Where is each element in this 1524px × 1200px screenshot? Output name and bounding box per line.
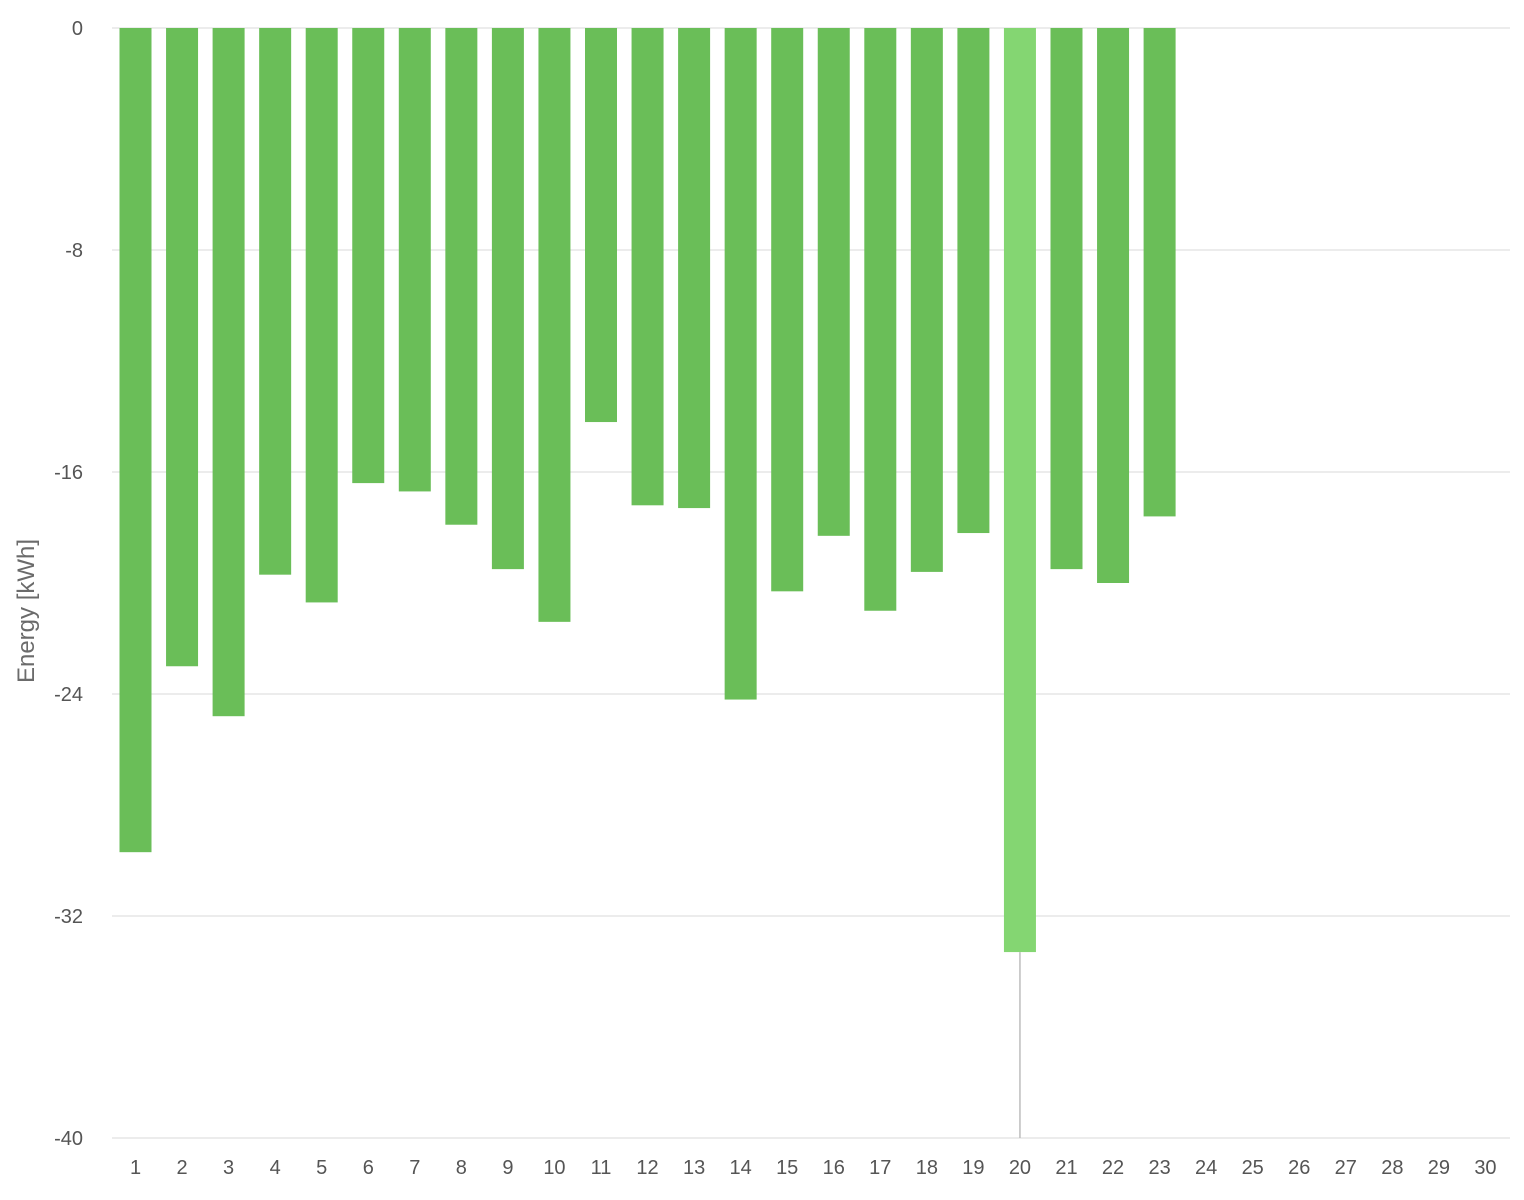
x-axis-ticks: 1 2 3 4 5 6 7 8 9 10 11 12 13 14 15 16 17 18 19 20 21 22 23 24 2…: [130, 1157, 1497, 1179]
x-tick-label: 6: [363, 1157, 374, 1179]
x-tick-label: 26: [1288, 1157, 1310, 1179]
bar-20[interactable]: [1003, 28, 1036, 953]
x-tick-label: 22: [1102, 1157, 1124, 1179]
bar-13[interactable]: [678, 28, 711, 509]
x-tick-label: 1: [130, 1157, 141, 1179]
bar-7[interactable]: [398, 28, 431, 492]
x-tick-label: 30: [1474, 1157, 1496, 1179]
y-tick-label: -24: [54, 684, 83, 706]
x-tick-label: 8: [456, 1157, 467, 1179]
bar-8[interactable]: [445, 28, 478, 525]
x-tick-label: 10: [543, 1157, 565, 1179]
x-tick-label: 12: [636, 1157, 658, 1179]
x-tick-label: 3: [223, 1157, 234, 1179]
bar-23[interactable]: [1143, 28, 1176, 517]
bar-14[interactable]: [724, 28, 757, 700]
x-tick-label: 16: [823, 1157, 845, 1179]
bar-18[interactable]: [910, 28, 943, 572]
x-tick-label: 19: [962, 1157, 984, 1179]
bars: [119, 28, 1176, 953]
x-tick-label: 11: [591, 1157, 612, 1179]
x-tick-label: 15: [776, 1157, 798, 1179]
x-tick-label: 2: [176, 1157, 187, 1179]
x-tick-label: 18: [916, 1157, 938, 1179]
x-tick-label: 23: [1148, 1157, 1170, 1179]
bar-1[interactable]: [119, 28, 152, 853]
x-tick-label: 17: [869, 1157, 891, 1179]
x-tick-label: 28: [1381, 1157, 1403, 1179]
x-tick-label: 27: [1335, 1157, 1357, 1179]
gridlines: [112, 27, 1510, 1139]
x-tick-label: 14: [730, 1157, 752, 1179]
bar-17[interactable]: [864, 28, 897, 611]
y-axis-ticks: 0 -8 -16 -24 -32 -40: [54, 18, 83, 1150]
y-axis-title: Energy [kWh]: [13, 539, 40, 683]
x-tick-label: 24: [1195, 1157, 1217, 1179]
bar-19[interactable]: [957, 28, 990, 534]
x-tick-label: 25: [1242, 1157, 1264, 1179]
bar-15[interactable]: [771, 28, 804, 592]
bar-21[interactable]: [1050, 28, 1083, 570]
bar-4[interactable]: [259, 28, 292, 575]
y-tick-label: 0: [72, 18, 83, 40]
bar-10[interactable]: [538, 28, 571, 622]
bar-3[interactable]: [212, 28, 245, 717]
y-tick-label: -40: [54, 1128, 83, 1150]
x-tick-label: 9: [502, 1157, 513, 1179]
x-tick-label: 20: [1009, 1157, 1031, 1179]
bar-11[interactable]: [585, 28, 617, 423]
x-tick-label: 29: [1428, 1157, 1450, 1179]
bar-6[interactable]: [352, 28, 385, 484]
x-tick-label: 13: [683, 1157, 705, 1179]
y-tick-label: -32: [54, 906, 83, 928]
bar-22[interactable]: [1097, 28, 1130, 583]
bar-2[interactable]: [166, 28, 199, 667]
bar-12[interactable]: [631, 28, 664, 506]
bar-9[interactable]: [491, 28, 524, 570]
x-tick-label: 4: [270, 1157, 281, 1179]
bar-16[interactable]: [817, 28, 850, 536]
x-tick-label: 21: [1055, 1157, 1077, 1179]
y-tick-label: -16: [54, 462, 83, 484]
x-tick-label: 5: [316, 1157, 327, 1179]
y-tick-label: -8: [65, 240, 83, 262]
x-tick-label: 7: [409, 1157, 420, 1179]
bar-5[interactable]: [305, 28, 338, 603]
